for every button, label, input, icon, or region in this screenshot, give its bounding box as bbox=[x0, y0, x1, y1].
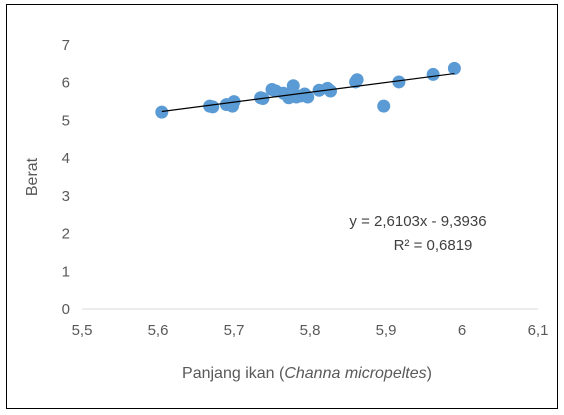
y-tick-label: 1 bbox=[62, 263, 70, 280]
x-tick-label: 5,8 bbox=[300, 322, 321, 339]
x-tick-label: 6 bbox=[458, 322, 466, 339]
x-axis-title-main: Panjang ikan ( bbox=[182, 365, 285, 382]
x-tick-label: 5,5 bbox=[72, 322, 93, 339]
x-tick-label: 5,7 bbox=[224, 322, 245, 339]
data-point bbox=[286, 79, 300, 93]
data-point bbox=[324, 84, 338, 98]
x-axis-title-species: Channa micropeltes bbox=[284, 365, 426, 382]
x-tick-label: 6,1 bbox=[528, 322, 549, 339]
data-point bbox=[447, 61, 461, 75]
trendline bbox=[161, 72, 455, 113]
y-tick-label: 2 bbox=[62, 226, 70, 243]
data-point bbox=[155, 105, 169, 119]
y-tick-label: 6 bbox=[62, 75, 70, 92]
x-axis-title: Panjang ikan (Channa micropeltes) bbox=[182, 365, 432, 382]
data-point bbox=[426, 67, 440, 81]
y-tick-label: 7 bbox=[62, 37, 70, 54]
y-tick-label: 0 bbox=[62, 301, 70, 318]
y-tick-label: 4 bbox=[62, 150, 70, 167]
x-axis-ticks: 5,5 5,6 5,7 5,8 5,9 6 6,1 bbox=[72, 322, 549, 339]
trendline-equation: y = 2,6103x - 9,3936 bbox=[349, 213, 486, 230]
data-point bbox=[377, 99, 391, 113]
y-axis-title: Berat bbox=[24, 157, 41, 196]
data-point bbox=[350, 73, 364, 87]
x-tick-label: 5,6 bbox=[148, 322, 169, 339]
y-axis-ticks: 0 1 2 3 4 5 6 7 bbox=[62, 37, 70, 318]
chart-frame bbox=[6, 4, 558, 409]
r-squared-label: R² = 0,6819 bbox=[394, 237, 473, 254]
data-point bbox=[301, 90, 315, 104]
x-axis-title-close: ) bbox=[427, 365, 432, 382]
data-points bbox=[155, 61, 461, 119]
data-point bbox=[392, 75, 406, 89]
y-tick-label: 5 bbox=[62, 112, 70, 129]
x-tick-label: 5,9 bbox=[376, 322, 397, 339]
data-point bbox=[206, 100, 220, 114]
y-tick-label: 3 bbox=[62, 188, 70, 205]
